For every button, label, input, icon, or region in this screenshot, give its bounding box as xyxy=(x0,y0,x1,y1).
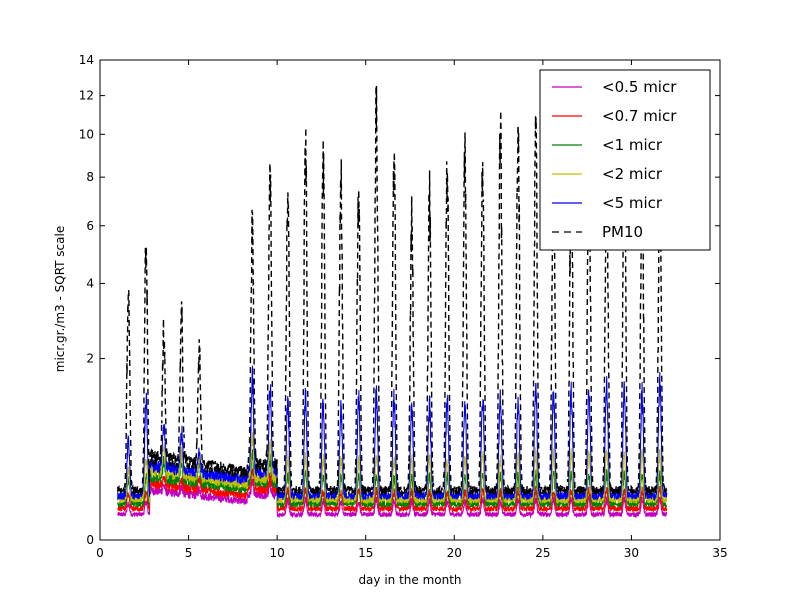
axes: 0 5 10 15 20 25 30 35 0 2 4 6 8 10 12 14 xyxy=(79,53,728,560)
y-tick-label: 12 xyxy=(79,89,94,103)
x-tick-label: 5 xyxy=(185,546,193,560)
x-tick-label: 15 xyxy=(358,546,373,560)
legend-label-4: <5 micr xyxy=(602,194,663,212)
series-line-0 xyxy=(117,478,668,519)
y-tick-label: 2 xyxy=(86,352,94,366)
legend-label-2: <1 micr xyxy=(602,136,663,154)
x-tick-label: 30 xyxy=(624,546,639,560)
series-line-5 xyxy=(117,85,668,498)
x-axis-label: day in the month xyxy=(358,573,461,587)
y-tick-label: 10 xyxy=(79,127,94,141)
y-tick-label: 6 xyxy=(86,219,94,233)
y-axis-label: micr.gr./m3 - SQRT scale xyxy=(53,226,67,372)
plot-frame xyxy=(99,59,721,541)
legend-label-5: PM10 xyxy=(602,223,643,241)
y-tick-label: 0 xyxy=(86,533,94,547)
legend-label-0: <0.5 micr xyxy=(602,78,677,96)
legend-label-3: <2 micr xyxy=(602,165,663,183)
x-tick-label: 25 xyxy=(535,546,550,560)
plot-area xyxy=(117,85,668,519)
legend: <0.5 micr <0.7 micr <1 micr <2 micr <5 micr P… xyxy=(539,69,711,251)
y-tick-label: 14 xyxy=(79,53,94,67)
x-tick-label: 10 xyxy=(270,546,285,560)
x-tick-label: 0 xyxy=(96,546,104,560)
legend-box xyxy=(539,69,711,251)
series-line-1 xyxy=(117,468,668,514)
x-tick-label: 35 xyxy=(712,546,727,560)
y-tick-label: 8 xyxy=(86,170,94,184)
x-tick-label: 20 xyxy=(447,546,462,560)
legend-label-1: <0.7 micr xyxy=(602,107,677,125)
y-tick-label: 4 xyxy=(86,276,94,290)
